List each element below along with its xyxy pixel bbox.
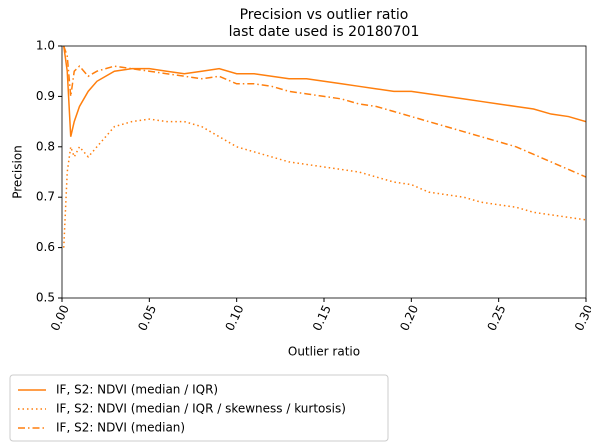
series-line bbox=[63, 46, 586, 137]
plot-frame bbox=[61, 45, 587, 299]
legend-label: IF, S2: NDVI (median) bbox=[56, 421, 185, 435]
chart-subtitle: last date used is 20180701 bbox=[229, 24, 420, 40]
y-tick-label: 0.8 bbox=[36, 139, 55, 153]
y-tick-label: 0.5 bbox=[36, 291, 55, 305]
legend-box bbox=[9, 374, 389, 442]
legend-label: IF, S2: NDVI (median / IQR / skewness / … bbox=[56, 402, 346, 416]
series-line bbox=[63, 46, 586, 178]
y-tick-label: 0.6 bbox=[36, 240, 55, 254]
x-axis-label: Outlier ratio bbox=[288, 345, 360, 359]
y-tick-label: 1.0 bbox=[36, 39, 55, 53]
x-tick-label: 0.05 bbox=[135, 303, 159, 333]
y-axis-label: Precision bbox=[11, 145, 25, 199]
x-tick-label: 0.15 bbox=[310, 303, 334, 333]
x-tick-label: 0.00 bbox=[48, 303, 72, 333]
legend-label: IF, S2: NDVI (median / IQR) bbox=[56, 383, 218, 397]
x-tick-label: 0.20 bbox=[397, 303, 421, 333]
series-line bbox=[62, 118, 586, 248]
x-tick-label: 0.25 bbox=[485, 303, 509, 333]
y-tick-label: 0.9 bbox=[36, 89, 55, 103]
chart-title: Precision vs outlier ratio bbox=[240, 7, 409, 23]
x-tick-label: 0.30 bbox=[572, 303, 591, 333]
x-tick-label: 0.10 bbox=[223, 303, 247, 333]
y-tick-label: 0.7 bbox=[36, 190, 55, 204]
